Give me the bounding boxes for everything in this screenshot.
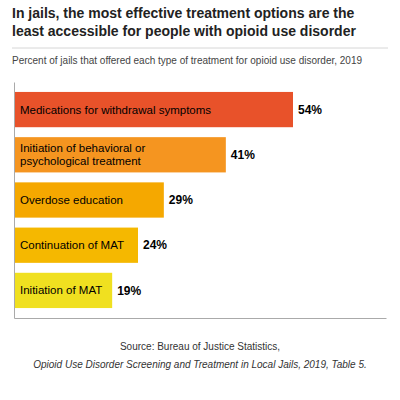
category-label: Continuation of MAT	[20, 239, 124, 251]
text-line: Medications for withdrawal symptoms	[20, 104, 211, 116]
annotation: Opioid Use Disorder Screening and Treatm…	[33, 359, 367, 370]
bar	[14, 137, 226, 172]
text-line: Opioid Use Disorder Screening and Treatm…	[33, 359, 367, 370]
data-label: 19%	[117, 284, 141, 298]
text-line: Continuation of MAT	[20, 239, 124, 251]
y-axis	[14, 83, 15, 319]
data-label: 29%	[169, 193, 193, 207]
category-label: Initiation of behavioral orpsychological…	[20, 142, 145, 167]
bar	[14, 182, 164, 217]
title: In jails, the most effective treatment o…	[12, 5, 356, 39]
text-line: psychological treatment	[20, 155, 142, 167]
y-axis-line	[14, 83, 15, 319]
data-labels: 54% 41% 29% 24% 19%	[117, 103, 322, 298]
bars	[14, 92, 293, 308]
x-axis	[15, 318, 387, 319]
bar	[14, 92, 293, 127]
data-label: 41%	[231, 148, 255, 162]
text-line: In jails, the most effective treatment o…	[12, 5, 355, 21]
bar	[14, 273, 112, 308]
subtitle: Percent of jails that offered each type …	[12, 55, 362, 66]
text-line: Source: Bureau of Justice Statistics,	[120, 341, 280, 352]
category-label: Medications for withdrawal symptoms	[20, 104, 211, 116]
category-label: Initiation of MAT	[20, 284, 102, 296]
category-labels: Medications for withdrawal symptoms Initi…	[20, 104, 211, 297]
text-line: Initiation of behavioral or	[20, 142, 145, 154]
text-line: Initiation of MAT	[20, 284, 102, 296]
text-line: least accessible for people with opioid …	[12, 23, 356, 39]
text-line: Percent of jails that offered each type …	[12, 55, 362, 66]
chart: In jails, the most effective treatment o…	[0, 0, 400, 400]
bar	[14, 228, 138, 263]
x-axis-line	[15, 318, 387, 319]
category-label: Overdose education	[20, 194, 123, 206]
separator	[12, 48, 388, 49]
text-line: Overdose education	[20, 194, 123, 206]
annotation: Source: Bureau of Justice Statistics,	[120, 341, 280, 352]
data-label: 54%	[298, 103, 322, 117]
data-label: 24%	[143, 238, 167, 252]
